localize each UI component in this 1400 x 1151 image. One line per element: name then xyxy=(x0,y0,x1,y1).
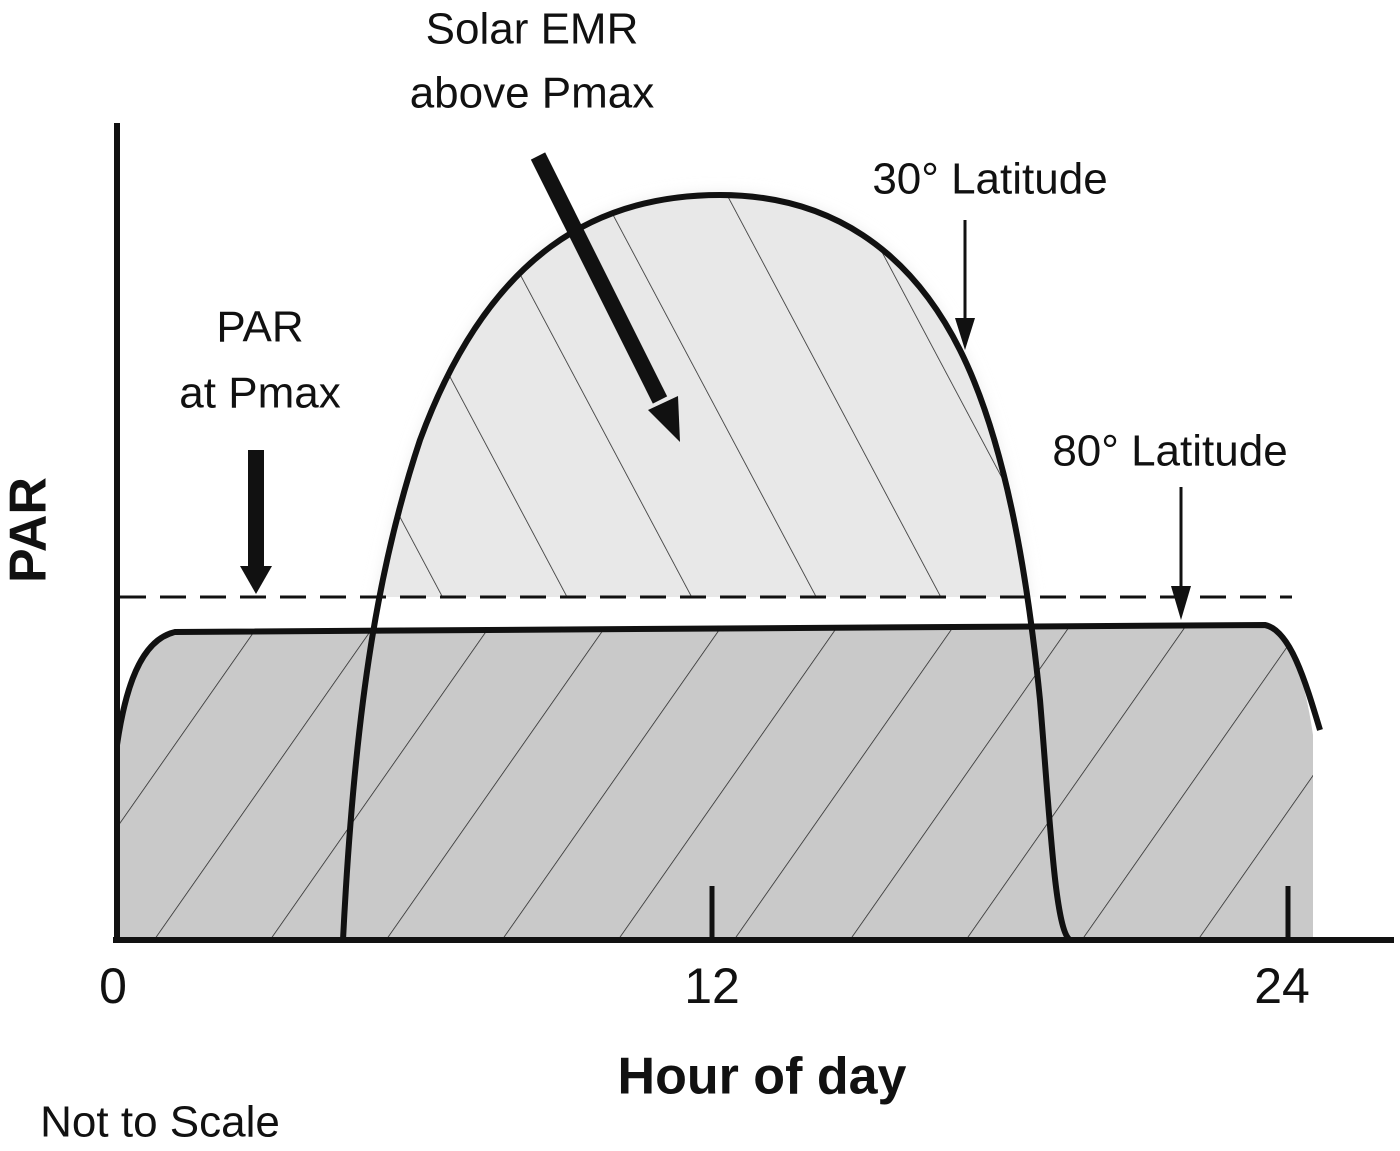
lat30-hatch xyxy=(379,195,1028,597)
annotation: PAR xyxy=(216,303,303,352)
lat30-curve xyxy=(340,191,1073,943)
annotation: 30° Latitude xyxy=(872,155,1107,204)
par-arrow-head xyxy=(240,566,272,594)
lat80-curve xyxy=(114,621,1323,746)
x-tick-label: 24 xyxy=(1254,958,1310,1014)
annotation: 80° Latitude xyxy=(1052,427,1287,476)
solar-arrow-shaft xyxy=(530,152,668,404)
annotation: above Pmax xyxy=(410,69,655,118)
y-axis-label: PAR xyxy=(0,477,58,583)
x-tick-label: 12 xyxy=(684,958,740,1014)
solar-arrow-head xyxy=(648,396,680,442)
lat80-hatch xyxy=(117,625,1313,940)
x-tick-label: 0 xyxy=(99,958,127,1014)
lat80-arrow-head xyxy=(1171,586,1191,620)
note: Not to Scale xyxy=(40,1098,280,1147)
annotation: at Pmax xyxy=(179,369,340,418)
lat30-arrow-head xyxy=(955,318,975,350)
x-axis-label: Hour of day xyxy=(618,1048,907,1106)
annotation: Solar EMR xyxy=(426,5,639,54)
